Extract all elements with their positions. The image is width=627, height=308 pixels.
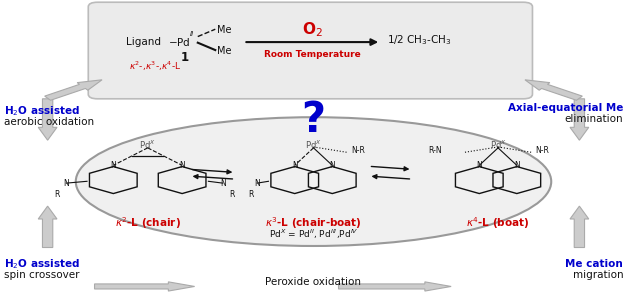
Text: N: N <box>329 161 335 170</box>
Text: H$_2$O assisted: H$_2$O assisted <box>4 257 80 271</box>
Text: N: N <box>63 179 69 188</box>
Text: Pd$^X$: Pd$^X$ <box>490 139 507 151</box>
Text: II: II <box>190 30 194 37</box>
Text: N: N <box>110 161 116 170</box>
FancyArrow shape <box>45 80 102 100</box>
Text: N: N <box>220 179 226 188</box>
Text: N: N <box>477 161 482 170</box>
Text: spin crossover: spin crossover <box>4 270 80 280</box>
Text: N: N <box>514 161 520 170</box>
FancyArrow shape <box>339 282 451 291</box>
Text: N-R: N-R <box>351 145 365 155</box>
FancyArrow shape <box>38 206 57 248</box>
Text: ?: ? <box>302 99 325 141</box>
Text: N: N <box>292 161 298 170</box>
Text: R: R <box>55 190 60 199</box>
Text: $\kappa^2$-,$\kappa^3$-,$\kappa^4$-L: $\kappa^2$-,$\kappa^3$-,$\kappa^4$-L <box>129 59 181 73</box>
Text: R: R <box>229 190 235 199</box>
Text: Me cation: Me cation <box>566 259 623 269</box>
Text: migration: migration <box>572 270 623 280</box>
Text: N: N <box>179 161 185 170</box>
Ellipse shape <box>76 117 551 246</box>
Text: Axial-equatorial Me: Axial-equatorial Me <box>508 103 623 113</box>
FancyArrow shape <box>570 99 589 140</box>
Text: $-$Pd: $-$Pd <box>169 36 191 48</box>
Text: Pd$^X$ = Pd$^{II}$, Pd$^{III}$,Pd$^{IV}$: Pd$^X$ = Pd$^{II}$, Pd$^{III}$,Pd$^{IV}$ <box>268 228 359 241</box>
Text: Me: Me <box>216 25 231 35</box>
Text: Ligand: Ligand <box>126 37 161 47</box>
Text: $\kappa^3$-L (chair-boat): $\kappa^3$-L (chair-boat) <box>265 215 362 231</box>
FancyArrow shape <box>525 80 582 100</box>
FancyArrow shape <box>95 282 194 291</box>
Text: N: N <box>255 179 260 188</box>
Text: Peroxide oxidation: Peroxide oxidation <box>265 277 362 287</box>
Text: elimination: elimination <box>564 114 623 124</box>
FancyArrow shape <box>570 206 589 248</box>
Text: $\kappa^4$-L (boat): $\kappa^4$-L (boat) <box>466 215 530 231</box>
Text: Room Temperature: Room Temperature <box>264 50 361 59</box>
Text: 1/2 CH$_3$-CH$_3$: 1/2 CH$_3$-CH$_3$ <box>387 33 452 47</box>
Text: Pd$^X$: Pd$^X$ <box>139 139 156 151</box>
Text: O$_2$: O$_2$ <box>302 20 323 39</box>
FancyArrow shape <box>38 99 57 140</box>
FancyBboxPatch shape <box>88 2 532 99</box>
Text: aerobic oxidation: aerobic oxidation <box>4 117 94 127</box>
Text: Pd$^X$: Pd$^X$ <box>305 139 322 151</box>
Text: H$_2$O assisted: H$_2$O assisted <box>4 104 80 118</box>
Text: Me: Me <box>216 46 231 56</box>
Text: R-N: R-N <box>428 145 442 155</box>
Text: R: R <box>248 190 254 199</box>
Text: 1: 1 <box>181 51 189 64</box>
Text: $\kappa^2$-L (chair): $\kappa^2$-L (chair) <box>115 215 181 231</box>
Text: N-R: N-R <box>535 145 549 155</box>
